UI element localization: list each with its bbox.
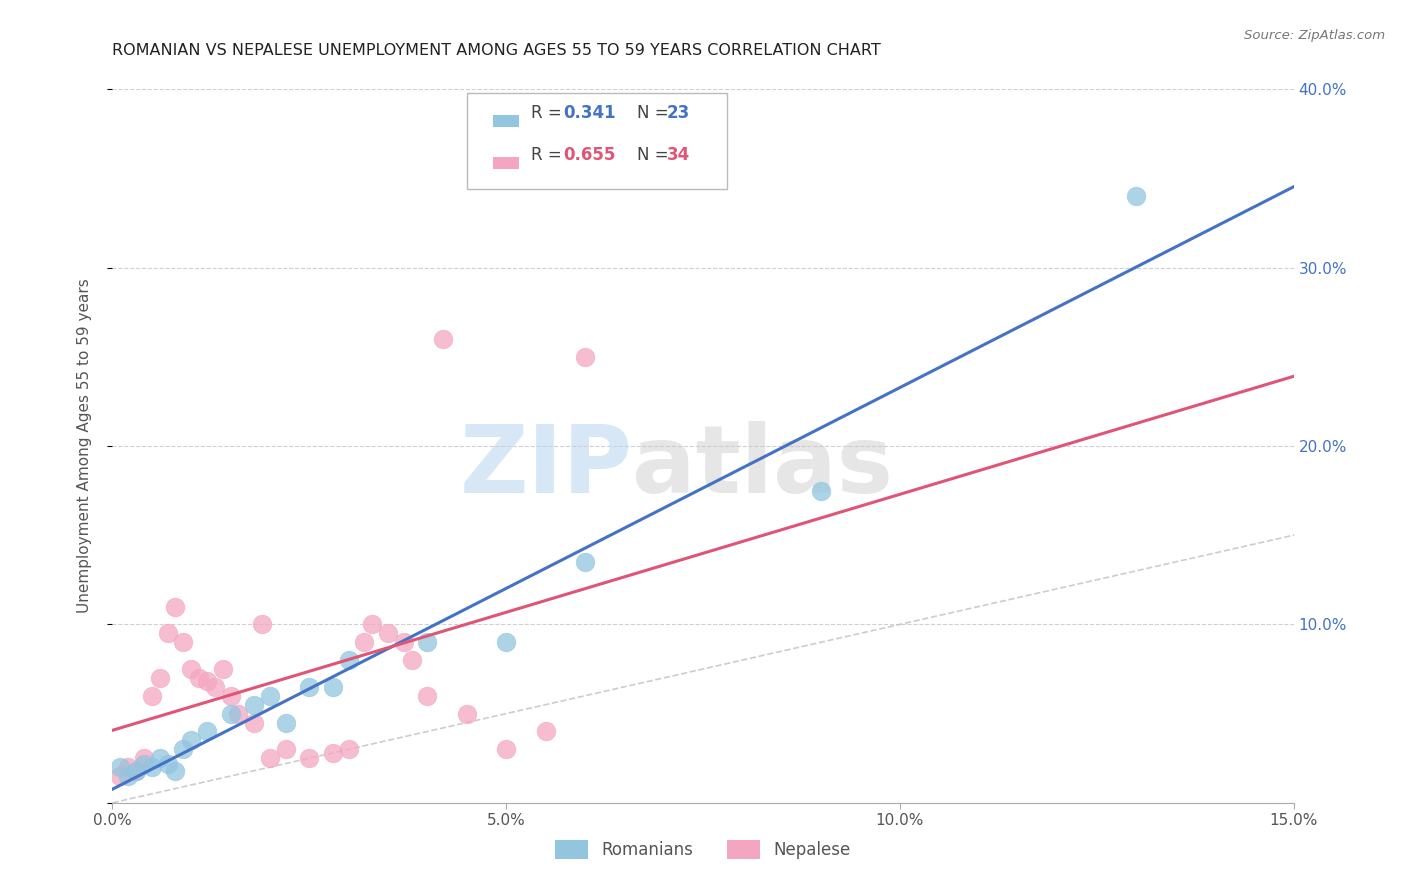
Point xyxy=(416,689,439,703)
Point xyxy=(141,689,163,703)
Text: atlas: atlas xyxy=(633,421,893,514)
Point xyxy=(110,760,132,774)
Point xyxy=(456,706,478,721)
Point xyxy=(810,483,832,498)
Point xyxy=(172,742,194,756)
Point xyxy=(172,635,194,649)
Point xyxy=(149,751,172,765)
Point xyxy=(165,599,187,614)
Point xyxy=(180,733,202,747)
Point xyxy=(274,715,297,730)
Point xyxy=(401,653,423,667)
Point xyxy=(416,635,439,649)
Point xyxy=(298,680,321,694)
Point xyxy=(110,769,132,783)
Bar xyxy=(492,115,519,127)
Point xyxy=(156,756,179,771)
Point xyxy=(377,626,399,640)
Point xyxy=(132,751,155,765)
Legend: Romanians, Nepalese: Romanians, Nepalese xyxy=(548,833,858,866)
Point xyxy=(322,680,344,694)
Point xyxy=(125,764,148,778)
Point xyxy=(574,555,596,569)
Point xyxy=(243,715,266,730)
Text: N =: N = xyxy=(637,103,673,121)
Bar xyxy=(492,157,519,169)
Text: ZIP: ZIP xyxy=(460,421,633,514)
Text: N =: N = xyxy=(637,146,673,164)
Y-axis label: Unemployment Among Ages 55 to 59 years: Unemployment Among Ages 55 to 59 years xyxy=(77,278,91,614)
Text: Source: ZipAtlas.com: Source: ZipAtlas.com xyxy=(1244,29,1385,42)
Text: ROMANIAN VS NEPALESE UNEMPLOYMENT AMONG AGES 55 TO 59 YEARS CORRELATION CHART: ROMANIAN VS NEPALESE UNEMPLOYMENT AMONG … xyxy=(112,43,882,58)
Text: R =: R = xyxy=(530,146,567,164)
Point xyxy=(574,350,596,364)
Point xyxy=(495,635,517,649)
Point xyxy=(392,635,415,649)
Point xyxy=(298,751,321,765)
Text: 0.341: 0.341 xyxy=(564,103,616,121)
Text: 34: 34 xyxy=(666,146,689,164)
Point xyxy=(211,662,233,676)
Point xyxy=(432,332,454,346)
Point xyxy=(132,756,155,771)
Point xyxy=(156,626,179,640)
Point xyxy=(250,617,273,632)
Point xyxy=(337,742,360,756)
Point xyxy=(259,689,281,703)
Point xyxy=(149,671,172,685)
Point xyxy=(259,751,281,765)
Point xyxy=(243,698,266,712)
Text: R =: R = xyxy=(530,103,567,121)
Point xyxy=(165,764,187,778)
Point xyxy=(337,653,360,667)
Point xyxy=(195,724,218,739)
Point xyxy=(274,742,297,756)
Point xyxy=(228,706,250,721)
Point xyxy=(180,662,202,676)
Point xyxy=(534,724,557,739)
Point xyxy=(361,617,384,632)
Text: 23: 23 xyxy=(666,103,689,121)
Point xyxy=(117,760,139,774)
Point xyxy=(1125,189,1147,203)
Point xyxy=(117,769,139,783)
Point xyxy=(204,680,226,694)
Text: 0.655: 0.655 xyxy=(564,146,616,164)
FancyBboxPatch shape xyxy=(467,93,727,189)
Point xyxy=(495,742,517,756)
Point xyxy=(195,674,218,689)
Point xyxy=(353,635,375,649)
Point xyxy=(322,746,344,760)
Point xyxy=(188,671,211,685)
Point xyxy=(141,760,163,774)
Point xyxy=(219,706,242,721)
Point xyxy=(219,689,242,703)
Point xyxy=(125,764,148,778)
